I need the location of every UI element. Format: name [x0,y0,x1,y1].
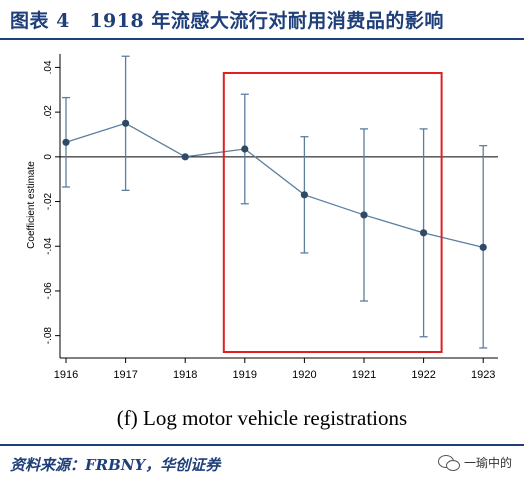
y-tick-label: .04 [43,60,54,74]
figure-title: 图表 4 1918 年流感大流行对耐用消费品的影响 [10,10,444,32]
axes: .04 .02 0 -.02 -.04 -.06 -.08 1916 1917 1918 1919 1… [43,54,498,381]
footer: 资料来源：FRBNY，华创证券 一瑜中的 [0,444,524,480]
coefficient-chart: .04 .02 0 -.02 -.04 -.06 -.08 1916 1917 1918 1919 1… [0,42,524,442]
chart-subtitle: (f) Log motor vehicle registrations [117,406,407,430]
x-tick-label: 1918 [173,369,197,381]
y-tick-label: 0 [43,154,54,160]
data-point [300,191,308,199]
data-point [62,138,70,146]
data-point [181,153,189,161]
y-axis-label: Coefficient estimate [26,161,37,249]
x-tick-label: 1922 [411,369,435,381]
source-note: 资料来源：FRBNY，华创证券 [10,456,221,474]
header: 图表 4 1918 年流感大流行对耐用消费品的影响 [0,0,524,40]
highlight-box [222,72,443,353]
x-tick-label: 1921 [352,369,376,381]
chart-container: .04 .02 0 -.02 -.04 -.06 -.08 1916 1917 1918 1919 1… [0,42,524,442]
y-tick-label: .02 [43,105,54,119]
data-point [360,211,368,219]
y-tick-label: -.06 [43,282,54,300]
watermark-text: 一瑜中的 [463,456,512,470]
x-tick-label: 1917 [113,369,137,381]
series-line [65,122,484,248]
x-tick-label: 1923 [471,369,495,381]
y-tick-label: -.08 [43,327,54,345]
y-tick-label: -.04 [43,237,54,255]
x-tick-label: 1919 [233,369,257,381]
chart-marks [60,55,498,353]
plot-area [0,42,524,442]
data-point [241,145,249,153]
x-tick-label: 1920 [292,369,316,381]
data-point [479,243,487,251]
data-point [420,229,428,237]
x-tick-label: 1916 [54,369,78,381]
wechat-icon [437,454,460,471]
y-tick-label: -.02 [43,192,54,210]
watermark: 一瑜中的 [437,454,512,471]
data-point [122,119,130,127]
